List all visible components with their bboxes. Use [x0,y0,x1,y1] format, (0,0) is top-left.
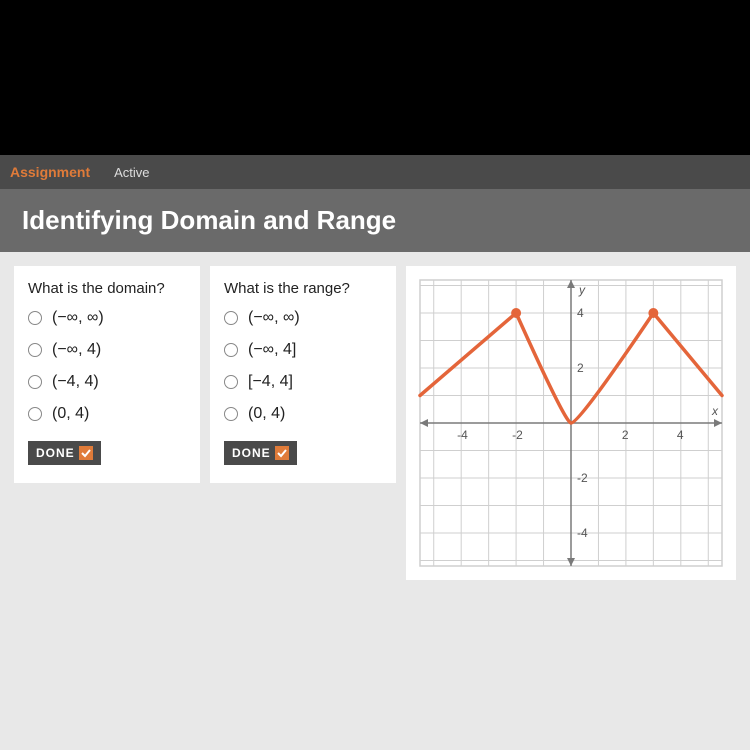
top-black-band [0,0,750,155]
range-option[interactable]: (−∞, 4] [224,341,382,359]
done-label: DONE [232,446,271,460]
heading-bar: Identifying Domain and Range [0,189,750,252]
svg-text:4: 4 [677,428,684,442]
function-graph: -4 -2 2 4 -4 -2 2 4 x y [414,274,728,572]
radio-icon [224,343,238,357]
radio-icon [28,407,42,421]
range-title: What is the range? [224,280,382,297]
svg-text:-2: -2 [512,428,523,442]
svg-text:-2: -2 [577,471,588,485]
radio-icon [224,407,238,421]
svg-text:2: 2 [577,361,584,375]
check-icon [275,446,289,460]
done-button[interactable]: DONE [28,441,101,465]
option-label: (−4, 4) [52,373,99,391]
range-column: What is the range? (−∞, ∞) (−∞, 4] [−4, … [210,266,396,483]
svg-text:2: 2 [622,428,629,442]
radio-icon [28,343,42,357]
svg-text:-4: -4 [577,526,588,540]
domain-option[interactable]: (−4, 4) [28,373,186,391]
svg-text:4: 4 [577,306,584,320]
main-row: What is the domain? (−∞, ∞) (−∞, 4) (−4,… [0,252,750,580]
range-option[interactable]: [−4, 4] [224,373,382,391]
radio-icon [224,375,238,389]
option-label: (−∞, ∞) [248,309,300,327]
radio-icon [224,311,238,325]
option-label: (−∞, 4) [52,341,101,359]
range-option[interactable]: (0, 4) [224,405,382,423]
done-label: DONE [36,446,75,460]
svg-text:-4: -4 [457,428,468,442]
domain-column: What is the domain? (−∞, ∞) (−∞, 4) (−4,… [14,266,200,483]
option-label: (0, 4) [248,405,285,423]
tab-bar: Assignment Active [0,155,750,189]
domain-title: What is the domain? [28,280,186,297]
domain-option[interactable]: (−∞, 4) [28,341,186,359]
svg-text:x: x [711,404,719,418]
domain-option[interactable]: (−∞, ∞) [28,309,186,327]
done-button[interactable]: DONE [224,441,297,465]
option-label: (−∞, 4] [248,341,296,359]
tab-assignment[interactable]: Assignment [10,164,90,180]
check-icon [79,446,93,460]
tab-active[interactable]: Active [114,165,149,180]
option-label: [−4, 4] [248,373,293,391]
option-label: (−∞, ∞) [52,309,104,327]
domain-option[interactable]: (0, 4) [28,405,186,423]
radio-icon [28,311,42,325]
graph-panel: -4 -2 2 4 -4 -2 2 4 x y [406,266,736,580]
range-option[interactable]: (−∞, ∞) [224,309,382,327]
content-area: Assignment Active Identifying Domain and… [0,155,750,750]
radio-icon [28,375,42,389]
option-label: (0, 4) [52,405,89,423]
page-title: Identifying Domain and Range [22,205,728,236]
svg-text:y: y [578,283,586,297]
